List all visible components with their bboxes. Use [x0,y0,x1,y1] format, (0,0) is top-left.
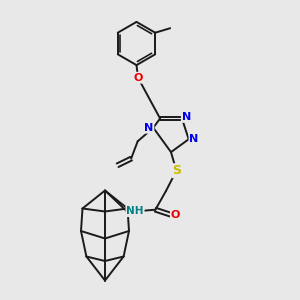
Text: N: N [144,123,153,133]
Text: S: S [172,164,182,177]
Text: O: O [133,73,143,83]
Text: O: O [171,210,180,220]
Text: N: N [190,134,199,144]
Text: N: N [182,112,191,122]
Text: NH: NH [126,206,144,216]
